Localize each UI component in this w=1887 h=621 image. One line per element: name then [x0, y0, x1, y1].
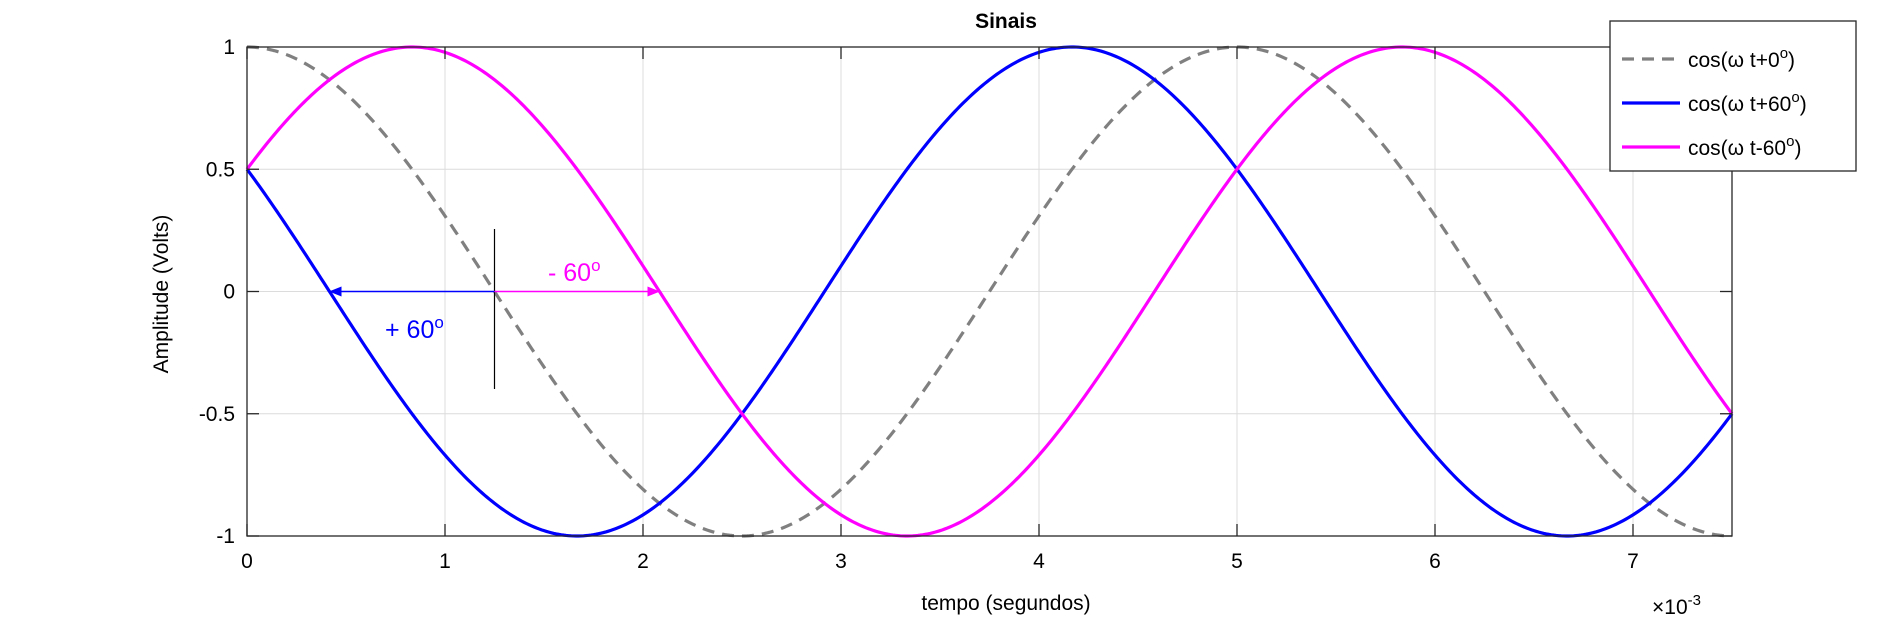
- x-tick-label: 7: [1627, 550, 1639, 573]
- x-tick-label: 3: [835, 550, 847, 573]
- legend-label-2: cos(ω t-60o): [1688, 133, 1801, 160]
- y-axis-label: Amplitude (Volts): [150, 215, 173, 374]
- legend-label-1: cos(ω t+60o): [1688, 89, 1807, 116]
- legend: cos(ω t+0o) cos(ω t+60o) cos(ω t-60o): [1609, 20, 1857, 172]
- y-tick-label: 1: [223, 36, 235, 59]
- phase-label-0: + 60o: [385, 313, 444, 344]
- y-tick-label: 0.5: [206, 158, 235, 181]
- y-tick-label: -0.5: [199, 403, 235, 426]
- series-line-2: [245, 45, 1734, 538]
- phase-label-1: - 60o: [548, 256, 601, 287]
- x-tick-label: 2: [637, 550, 649, 573]
- series-line-1: [245, 45, 1734, 538]
- x-axis-exponent: ×10-3: [1652, 592, 1701, 619]
- y-tick-label: -1: [216, 525, 235, 548]
- x-tick-label: 1: [439, 550, 451, 573]
- y-tick-label: 0: [223, 281, 235, 304]
- x-tick-label: 4: [1033, 550, 1045, 573]
- x-axis-label: tempo (segundos): [921, 592, 1090, 615]
- x-tick-label: 0: [241, 550, 253, 573]
- x-tick-label: 5: [1231, 550, 1243, 573]
- chart-title: Sinais: [975, 10, 1037, 33]
- x-tick-label: 6: [1429, 550, 1441, 573]
- legend-label-0: cos(ω t+0o): [1688, 45, 1795, 72]
